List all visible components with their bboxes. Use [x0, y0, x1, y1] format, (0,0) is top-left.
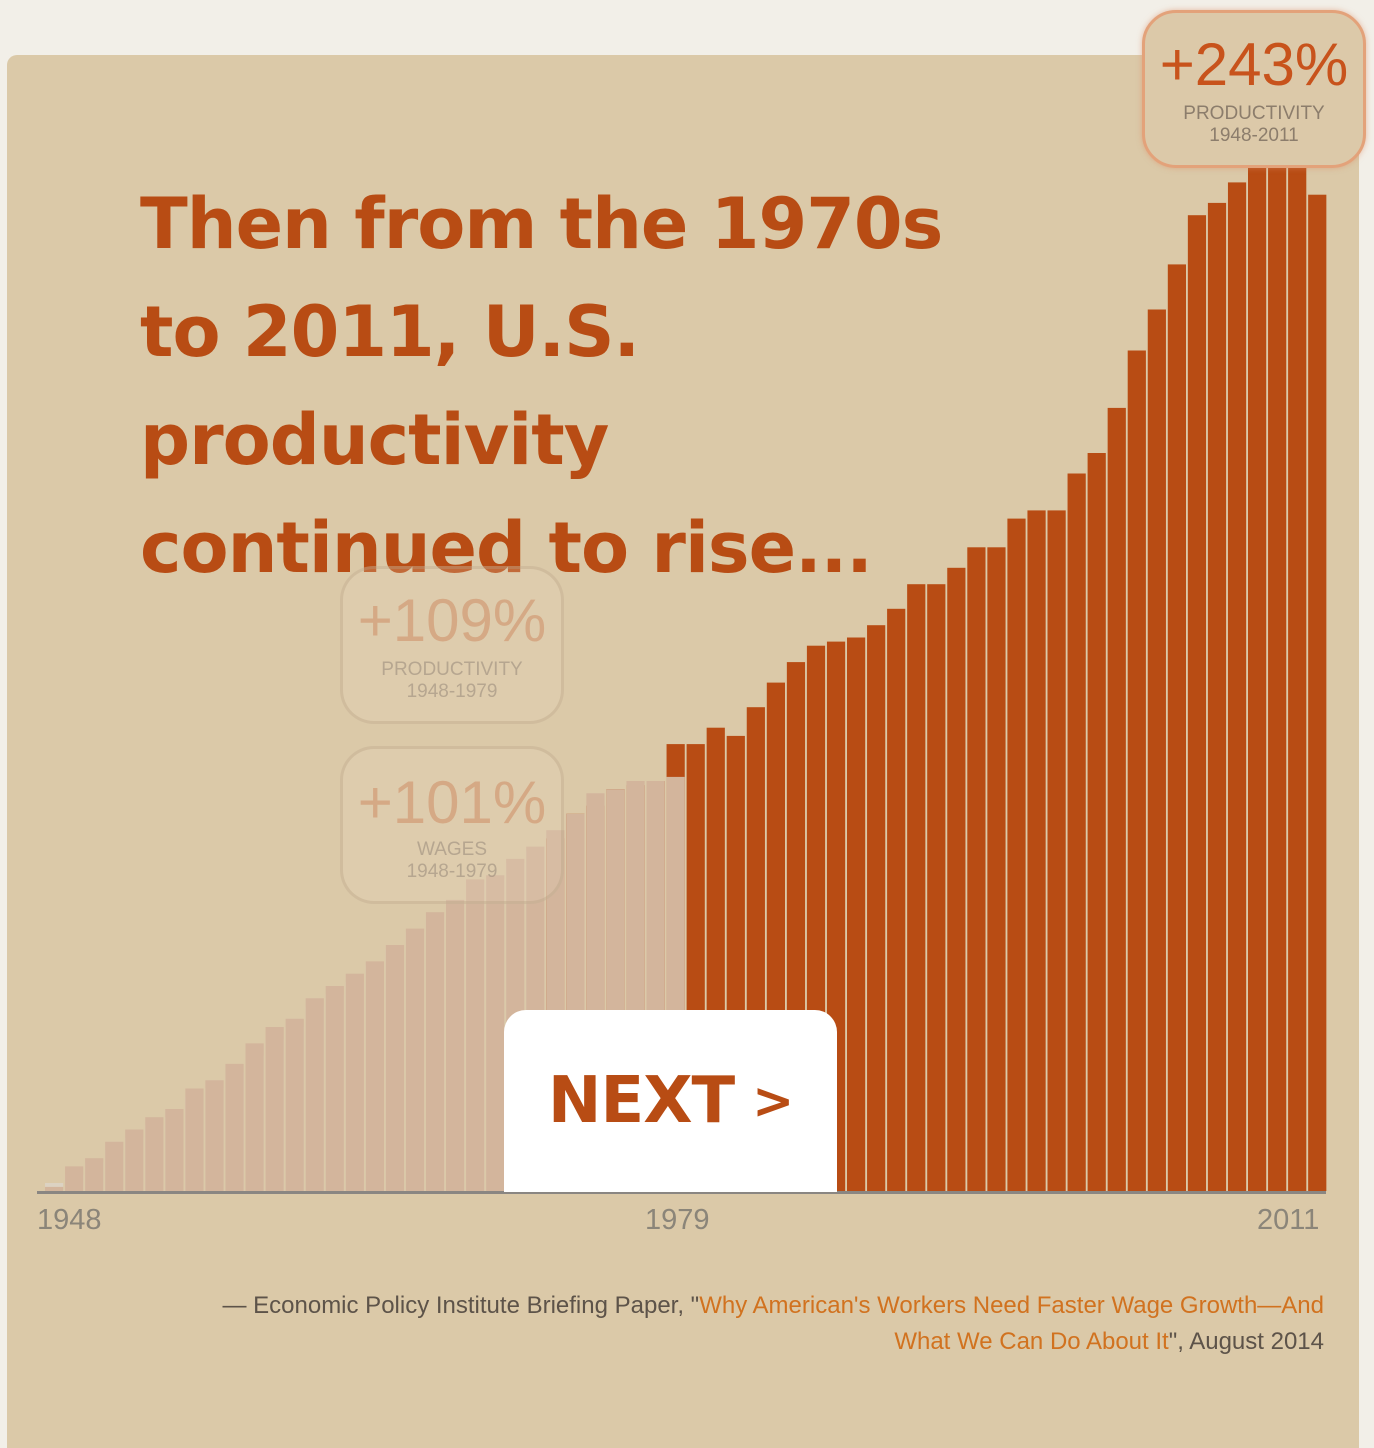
productivity-bar	[967, 547, 985, 1191]
productivity-total-callout: +243% PRODUCTIVITY 1948-2011	[1142, 10, 1366, 168]
productivity-bar	[987, 547, 1005, 1191]
productivity-bar	[1208, 203, 1226, 1191]
next-button[interactable]: NEXT >	[504, 1010, 837, 1192]
wage-bar	[326, 986, 344, 1191]
productivity-bar	[947, 568, 965, 1191]
productivity-bar	[1027, 510, 1045, 1191]
productivity-bar	[1007, 519, 1025, 1191]
productivity-bar	[887, 609, 905, 1191]
productivity-bar	[1268, 125, 1286, 1191]
x-tick-start: 1948	[37, 1204, 102, 1237]
productivity-bar	[867, 625, 885, 1191]
source-prefix: — Economic Policy Institute Briefing Pap…	[222, 1292, 699, 1319]
wage-bar	[266, 1027, 284, 1191]
wage-bar	[466, 879, 484, 1191]
wages-early-label: WAGES	[343, 839, 561, 861]
headline: Then from the 1970s to 2011, U.S. produc…	[140, 170, 1000, 602]
productivity-bar	[1088, 453, 1106, 1191]
productivity-bar	[907, 584, 925, 1191]
productivity-total-value: +243%	[1145, 35, 1363, 95]
productivity-bar	[1108, 408, 1126, 1191]
x-tick-mid: 1979	[645, 1204, 710, 1237]
productivity-bar	[1048, 510, 1066, 1191]
productivity-total-label: PRODUCTIVITY	[1145, 103, 1363, 125]
wage-bar	[125, 1130, 143, 1192]
productivity-bar	[1288, 137, 1306, 1191]
wage-bar	[225, 1064, 243, 1191]
source-suffix: ", August 2014	[1169, 1328, 1324, 1355]
productivity-total-range: 1948-2011	[1145, 125, 1363, 147]
chevron-right-icon: >	[752, 1072, 793, 1130]
source-citation: — Economic Policy Institute Briefing Pap…	[174, 1288, 1324, 1360]
wage-bar	[205, 1080, 223, 1191]
wage-bar	[185, 1089, 203, 1192]
wage-bar	[65, 1166, 83, 1191]
productivity-early-value: +109%	[343, 591, 561, 651]
wages-early-value: +101%	[343, 773, 561, 833]
wage-bar	[165, 1109, 183, 1191]
wage-bar	[145, 1117, 163, 1191]
wage-bar	[366, 961, 384, 1191]
wage-bar	[85, 1158, 103, 1191]
productivity-bar	[1308, 195, 1326, 1191]
productivity-early-range: 1948-1979	[343, 681, 561, 703]
wage-bar	[306, 998, 324, 1191]
productivity-bar	[1168, 264, 1186, 1191]
wage-bar	[246, 1043, 264, 1191]
productivity-bar	[927, 584, 945, 1191]
x-tick-end: 2011	[1257, 1204, 1319, 1237]
wage-bar	[426, 912, 444, 1191]
wage-bar	[486, 875, 504, 1191]
wage-bar	[346, 974, 364, 1191]
wages-early-range: 1948-1979	[343, 861, 561, 883]
productivity-bar	[1148, 310, 1166, 1192]
productivity-bar	[1128, 351, 1146, 1192]
next-label: NEXT	[548, 1064, 734, 1138]
productivity-early-label: PRODUCTIVITY	[343, 659, 561, 681]
wage-bar	[406, 929, 424, 1191]
wage-bar	[446, 900, 464, 1191]
wage-bar	[286, 1019, 304, 1191]
productivity-bar	[1228, 182, 1246, 1191]
wages-early-callout: +101% WAGES 1948-1979	[340, 746, 564, 904]
wage-bar	[386, 945, 404, 1191]
productivity-bar	[1248, 154, 1266, 1191]
productivity-early-callout: +109% PRODUCTIVITY 1948-1979	[340, 566, 564, 724]
productivity-bar	[1068, 474, 1086, 1192]
wage-bar	[45, 1187, 63, 1191]
wage-bar	[105, 1142, 123, 1191]
productivity-bar	[847, 638, 865, 1192]
productivity-bar	[1188, 215, 1206, 1191]
